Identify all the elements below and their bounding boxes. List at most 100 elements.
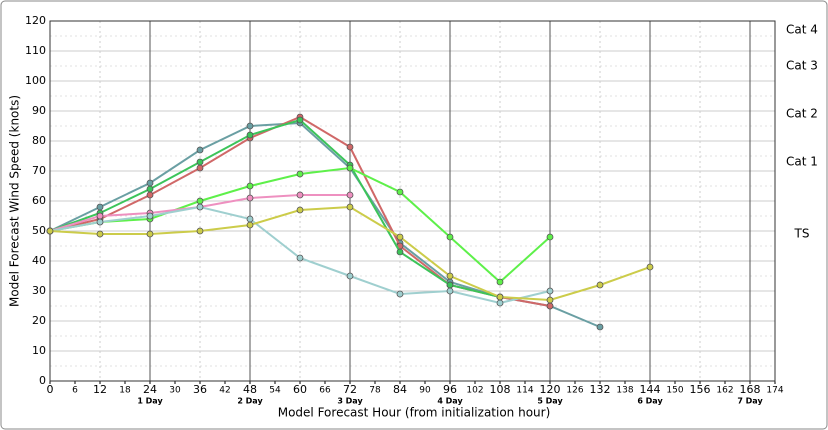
intensity-label: Cat 4 — [786, 23, 818, 37]
day-label: 5 Day — [537, 397, 563, 406]
point — [346, 143, 354, 151]
point — [396, 290, 404, 298]
x-tick-label: 84 — [393, 383, 407, 396]
y-tick-label: 60 — [32, 194, 46, 207]
y-tick-label: 120 — [25, 14, 46, 27]
day-label: 6 Day — [637, 397, 663, 406]
x-tick-label: 36 — [193, 383, 207, 396]
point — [246, 182, 254, 190]
point — [546, 296, 554, 304]
point — [246, 194, 254, 202]
day-label: 4 Day — [437, 397, 463, 406]
point — [196, 158, 204, 166]
point — [296, 191, 304, 199]
point — [96, 230, 104, 238]
point — [96, 212, 104, 220]
day-label: 3 Day — [337, 397, 363, 406]
point — [196, 164, 204, 172]
intensity-label: Cat 3 — [786, 59, 818, 73]
point — [146, 185, 154, 193]
point — [96, 203, 104, 211]
x-tick-label: 90 — [419, 386, 431, 396]
x-tick-label: 126 — [566, 386, 583, 396]
intensity-label: Cat 1 — [786, 155, 818, 169]
point — [546, 302, 554, 310]
point — [296, 116, 304, 124]
x-tick-label: 96 — [443, 383, 457, 396]
x-tick-label: 78 — [369, 386, 381, 396]
x-tick-label: 156 — [690, 383, 711, 396]
day-label: 1 Day — [137, 397, 163, 406]
point — [446, 233, 454, 241]
point — [296, 206, 304, 214]
x-tick-label: 60 — [293, 383, 307, 396]
x-tick-label: 114 — [516, 386, 533, 396]
x-axis-title: Model Forecast Hour (from initialization… — [278, 406, 551, 420]
point — [496, 299, 504, 307]
point — [146, 212, 154, 220]
plot-border — [49, 20, 776, 382]
x-tick-label: 144 — [640, 383, 661, 396]
point — [196, 146, 204, 154]
point — [646, 263, 654, 271]
x-tick-label: 132 — [590, 383, 611, 396]
series-line — [49, 118, 501, 298]
x-tick-label: 162 — [716, 386, 733, 396]
point — [346, 191, 354, 199]
x-tick-label: 24 — [143, 383, 157, 396]
point — [396, 248, 404, 256]
x-tick-label: 174 — [766, 386, 783, 396]
y-tick-label: 80 — [32, 134, 46, 147]
point — [346, 164, 354, 172]
y-tick-label: 100 — [25, 74, 46, 87]
x-tick-label: 108 — [490, 383, 511, 396]
x-tick-label: 138 — [616, 386, 633, 396]
intensity-label: Cat 2 — [786, 107, 818, 121]
y-tick-label: 50 — [32, 224, 46, 237]
point — [246, 221, 254, 229]
point — [246, 122, 254, 130]
y-tick-label: 70 — [32, 164, 46, 177]
point — [496, 293, 504, 301]
x-tick-label: 72 — [343, 383, 357, 396]
day-label: 7 Day — [737, 397, 763, 406]
point — [446, 272, 454, 280]
y-tick-label: 110 — [25, 44, 46, 57]
point — [496, 278, 504, 286]
y-tick-label: 30 — [32, 284, 46, 297]
point — [146, 230, 154, 238]
x-tick-label: 6 — [72, 386, 78, 396]
point — [196, 197, 204, 205]
y-tick-label: 10 — [32, 344, 46, 357]
x-tick-label: 54 — [269, 386, 281, 396]
point — [546, 287, 554, 295]
x-tick-label: 0 — [47, 383, 54, 396]
point — [196, 203, 204, 211]
point — [346, 272, 354, 280]
point — [396, 233, 404, 241]
point — [396, 188, 404, 196]
point — [146, 179, 154, 187]
intensity-label: TS — [794, 227, 810, 241]
x-tick-label: 30 — [169, 386, 181, 396]
point — [246, 215, 254, 223]
point — [546, 233, 554, 241]
y-tick-label: 20 — [32, 314, 46, 327]
y-tick-label: 0 — [39, 374, 46, 387]
x-tick-label: 12 — [93, 383, 107, 396]
x-tick-label: 42 — [219, 386, 230, 396]
point — [296, 170, 304, 178]
point — [96, 218, 104, 226]
point — [596, 323, 604, 331]
y-axis-title: Model Forecast Wind Speed (knots) — [8, 95, 22, 307]
y-tick-label: 90 — [32, 104, 46, 117]
point — [296, 254, 304, 262]
point — [596, 281, 604, 289]
x-tick-label: 48 — [243, 383, 257, 396]
x-tick-label: 18 — [119, 386, 131, 396]
point — [246, 131, 254, 139]
point — [46, 227, 54, 235]
x-tick-label: 120 — [540, 383, 561, 396]
